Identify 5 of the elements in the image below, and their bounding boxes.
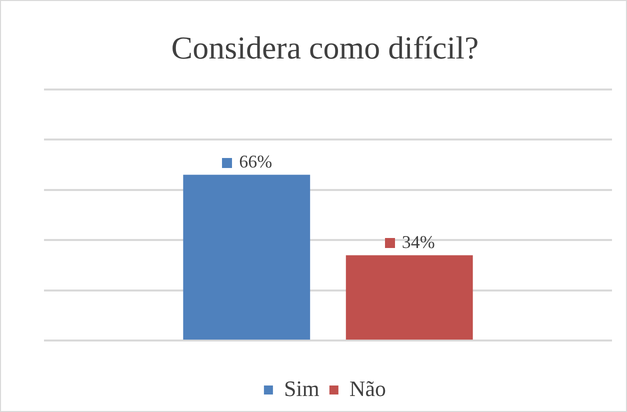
legend-label: Não	[349, 376, 386, 401]
data-label: 66%	[239, 152, 272, 172]
chart-title: Considera como difícil?	[171, 30, 479, 66]
data-label: 34%	[402, 232, 435, 252]
legend-label: Sim	[284, 376, 320, 401]
